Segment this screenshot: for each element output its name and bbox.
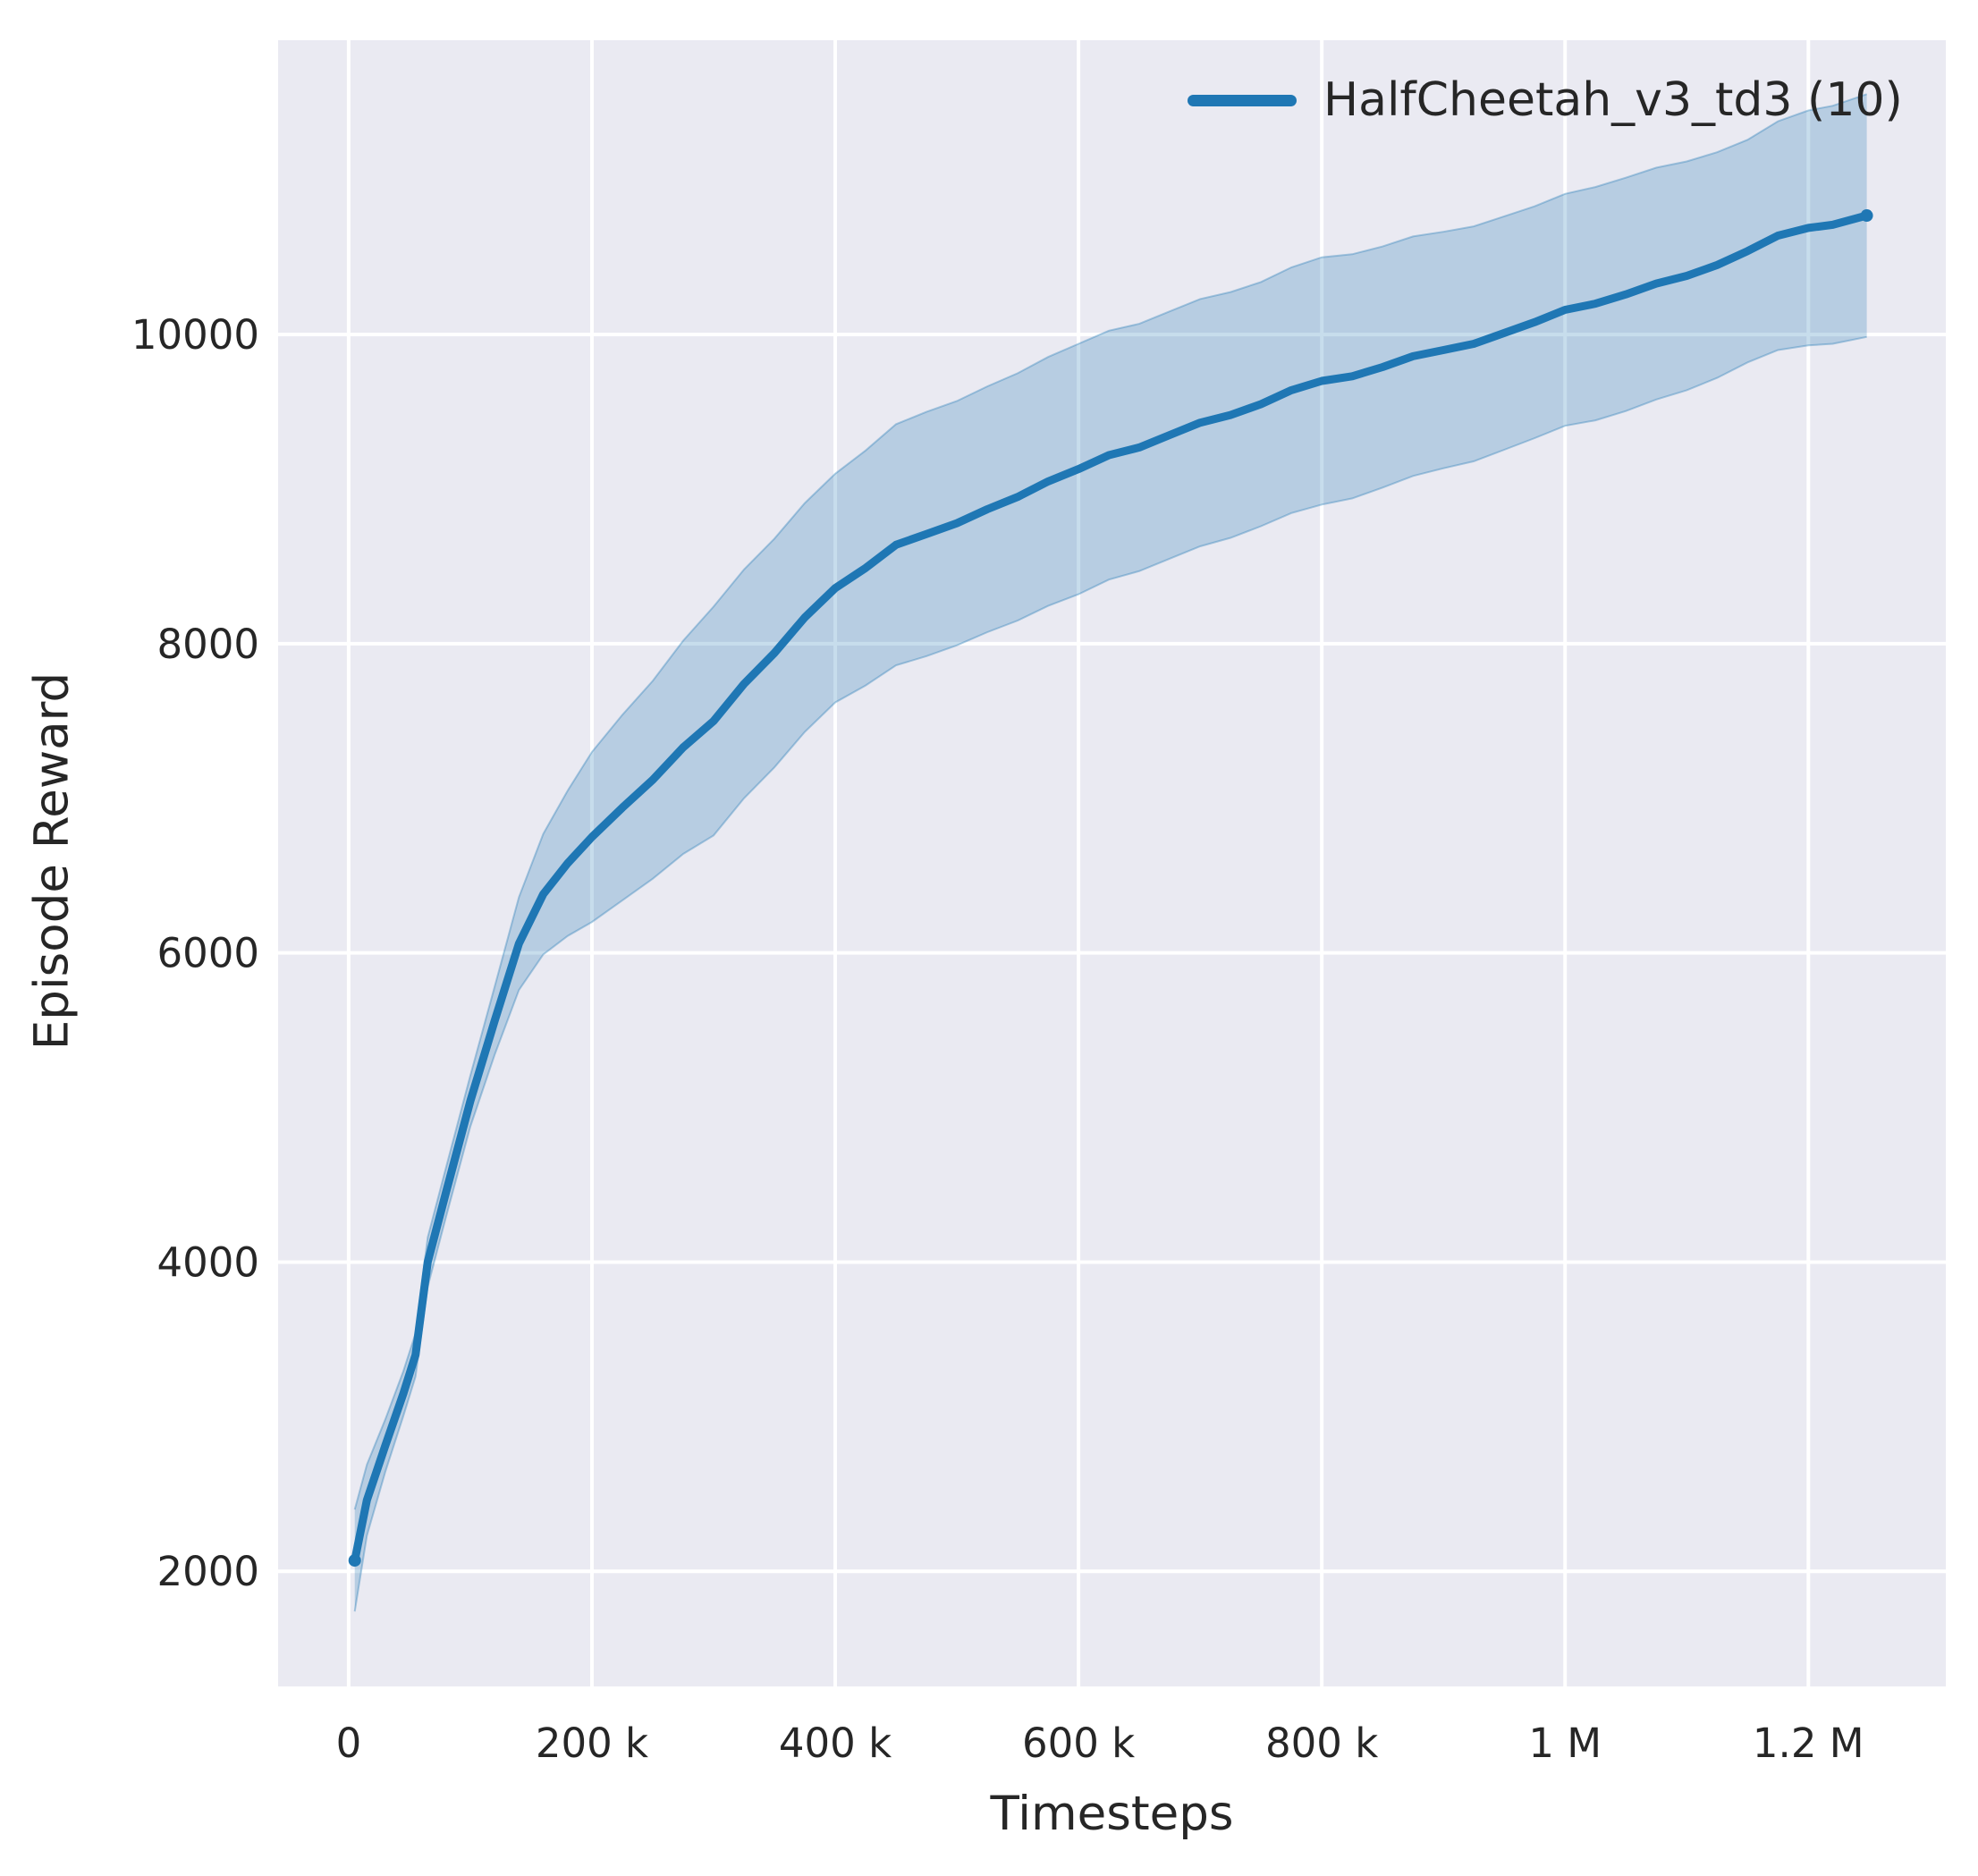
y-tick-label: 2000 xyxy=(156,1548,259,1595)
y-tick-label: 10000 xyxy=(131,311,259,359)
x-tick-label: 1.2 M xyxy=(1753,1720,1864,1767)
x-tick-label: 1 M xyxy=(1528,1720,1602,1767)
x-axis-label: Timesteps xyxy=(990,1787,1234,1841)
x-tick-label: 600 k xyxy=(1022,1720,1135,1767)
y-tick-label: 8000 xyxy=(156,621,259,668)
x-tick-label: 0 xyxy=(336,1720,362,1767)
legend: HalfCheetah_v3_td3 (10) xyxy=(1188,73,1903,127)
x-tick-label: 400 k xyxy=(779,1720,892,1767)
mean-line xyxy=(351,211,1872,1565)
std-band xyxy=(354,94,1867,1612)
line-end-cap xyxy=(1860,209,1873,223)
y-tick-label: 6000 xyxy=(156,930,259,977)
legend-line-swatch xyxy=(1188,94,1297,106)
x-tick-label: 200 k xyxy=(536,1720,648,1767)
y-axis-label: Episode Reward xyxy=(24,672,80,1051)
y-tick-label: 4000 xyxy=(156,1238,259,1286)
line-start-cap xyxy=(348,1554,361,1568)
legend-entry-label: HalfCheetah_v3_td3 (10) xyxy=(1323,73,1903,127)
x-tick-label: 800 k xyxy=(1265,1720,1378,1767)
std-band-upper-edge xyxy=(353,93,1867,1510)
plot-area xyxy=(278,40,1946,1686)
std-band-lower-edge xyxy=(353,335,1867,1612)
